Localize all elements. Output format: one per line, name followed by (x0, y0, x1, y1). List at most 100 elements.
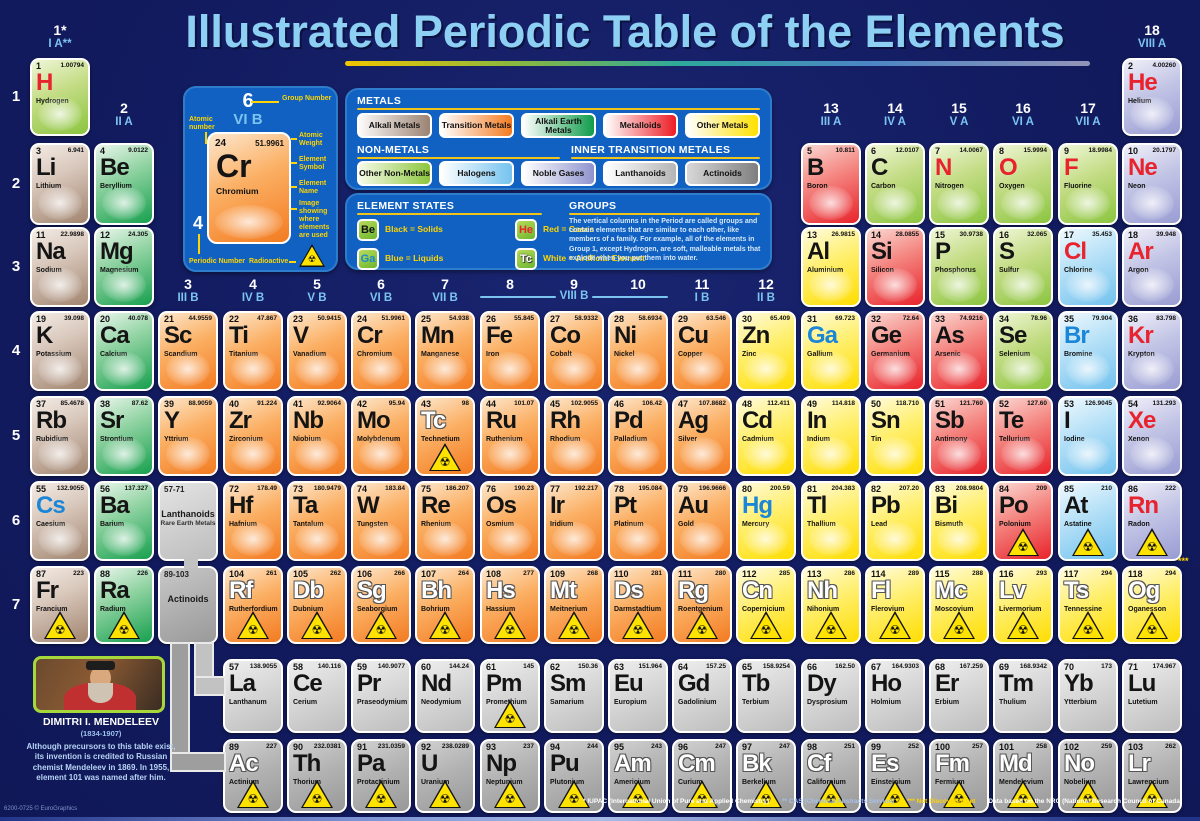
placeholder-range: 57-71 (164, 485, 185, 494)
radioactive-icon: ☢ (1136, 611, 1168, 639)
motor-oil-illustration (359, 437, 403, 471)
element-cell-fm: 100 257 Fm Fermium ☢ (929, 739, 989, 813)
element-name: Seaborgium (357, 606, 398, 613)
atomic-weight: 22.9898 (60, 231, 85, 238)
element-name: Zinc (742, 351, 757, 358)
state-chip-tc: Tc (515, 248, 537, 270)
atomic-number: 56 (100, 484, 111, 494)
atomic-weight: 1.00794 (60, 62, 85, 69)
element-cell-pa: 91 231.0359 Pa Protactinium ☢ (351, 739, 411, 813)
element-symbol: Ca (100, 322, 130, 349)
element-name: Nobelium (1064, 779, 1096, 786)
element-symbol: Bk (742, 750, 772, 777)
atomic-number: 17 (1064, 230, 1075, 240)
atomic-weight: 227 (266, 743, 277, 750)
legend-chip-nonmetal: Other Non-Metals (357, 161, 432, 186)
element-symbol: At (1064, 492, 1088, 519)
aluminium-foil-illustration (809, 268, 853, 302)
atomic-number: 39 (164, 399, 175, 409)
dental-crown-illustration (616, 437, 660, 471)
element-symbol: Be (100, 154, 130, 181)
element-name: Copernicium (742, 606, 785, 613)
radioactive-icon: ☢ (686, 780, 718, 808)
element-symbol: Pr (357, 670, 381, 697)
element-name: Radon (1128, 521, 1150, 528)
radioactive-icon: ☢ (237, 780, 269, 808)
element-cell-mc: 115 288 Mc Moscovium ☢ (929, 566, 989, 644)
pipeline-illustration (295, 437, 339, 471)
atomic-weight: 24.305 (128, 231, 148, 238)
fire-sprinkler-illustration (937, 522, 981, 556)
element-name: Curium (678, 779, 703, 786)
blowtorch-illustration (937, 437, 981, 471)
atomic-weight: 20.1797 (1152, 147, 1177, 154)
transistor-radio-illustration (809, 437, 853, 471)
element-cell-u: 92 238.0289 U Uranium ☢ (415, 739, 475, 813)
element-name: Neodymium (421, 699, 462, 706)
element-name: Radium (100, 606, 126, 613)
page-title: Illustrated Periodic Table of the Elemen… (185, 6, 1065, 57)
poison-bottle-illustration (937, 352, 981, 386)
atomic-weight: 92.9064 (317, 400, 342, 407)
atomic-number: 83 (935, 484, 946, 494)
atomic-number: 86 (1128, 484, 1139, 494)
atomic-number: 73 (293, 484, 304, 494)
atomic-weight: 247 (715, 743, 726, 750)
atomic-number: 45 (550, 399, 561, 409)
element-cell-nh: 113 286 Nh Nihonium ☢ (801, 566, 861, 644)
atomic-weight: 262 (1165, 743, 1176, 750)
element-name: Francium (36, 606, 68, 613)
atomic-number: 59 (357, 662, 368, 672)
radioactive-icon: ☢ (879, 780, 911, 808)
element-cell-li: 3 6.941 Li Lithium (30, 143, 90, 225)
element-cell-pb: 82 207.20 Pb Lead (865, 481, 925, 561)
group-number: 16 (1015, 100, 1031, 116)
element-cell-cn: 112 285 Cn Copernicium ☢ (736, 566, 796, 644)
key-example-name: Chromium (216, 186, 259, 196)
state-label: Black = Solids (385, 224, 443, 235)
atomic-weight: 83.798 (1156, 315, 1176, 322)
element-cell-ne: 10 20.1797 Ne Neon (1122, 143, 1182, 225)
key-radioactive-label: Radioactive (249, 258, 289, 265)
atomic-weight: 157.25 (706, 663, 726, 670)
coins-illustration (616, 352, 660, 386)
atomic-weight: 226 (137, 570, 148, 577)
atomic-weight: 252 (908, 743, 919, 750)
radioactive-icon: ☢ (1072, 528, 1104, 556)
element-cell-no: 102 259 No Nobelium ☢ (1058, 739, 1118, 813)
radioactive-icon: ☢ (622, 611, 654, 639)
element-cell-ra: 88 226 Ra Radium ☢ (94, 566, 154, 644)
element-cell-po: 84 209 Po Polonium ☢ (993, 481, 1053, 561)
element-symbol: Bi (935, 492, 958, 519)
atomic-weight: 281 (651, 570, 662, 577)
element-symbol: Zr (229, 407, 252, 434)
element-name: Iron (486, 351, 500, 358)
atomic-weight: 4.00260 (1152, 62, 1177, 69)
element-symbol: K (36, 322, 53, 349)
element-name: Thulium (999, 699, 1027, 706)
element-symbol: Sr (100, 407, 124, 434)
element-name: Plutonium (550, 779, 585, 786)
element-symbol: Co (550, 322, 581, 349)
atomic-number: 62 (550, 662, 561, 672)
element-symbol: Ir (550, 492, 565, 519)
state-label: Blue = Liquids (385, 253, 444, 264)
atomic-number: 69 (999, 662, 1010, 672)
atomic-number: 93 (486, 742, 497, 752)
element-symbol: Nd (421, 670, 452, 697)
legend-chip-lanthanoid: Lanthanoids (603, 161, 678, 186)
element-cell-pu: 94 244 Pu Plutonium ☢ (544, 739, 604, 813)
element-name: Mendelevium (999, 779, 1044, 786)
atomic-weight: 98 (461, 400, 469, 407)
atomic-clock-illustration (38, 522, 82, 556)
batteries-illustration (38, 186, 82, 220)
element-name: Gold (678, 521, 694, 528)
atomic-weight: 39.098 (64, 315, 84, 322)
element-symbol: Na (36, 238, 66, 265)
